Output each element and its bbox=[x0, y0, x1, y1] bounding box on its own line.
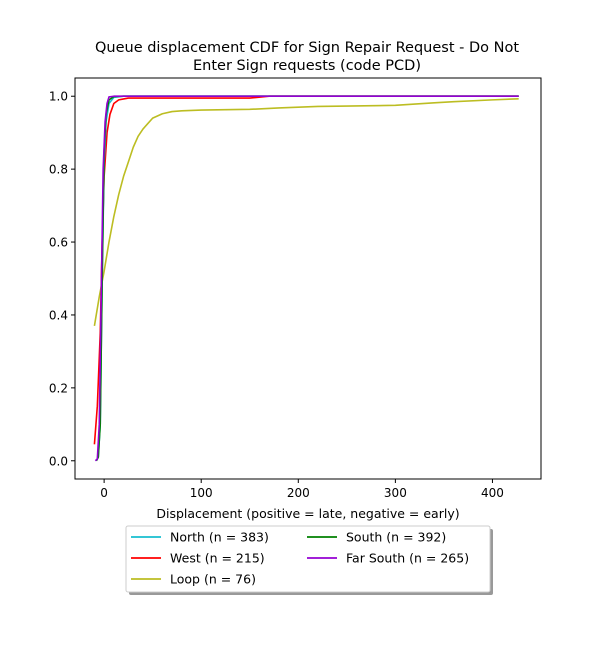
series-line-3 bbox=[93, 97, 519, 327]
chart-title: Queue displacement CDF for Sign Repair R… bbox=[95, 40, 519, 74]
x-tick-label-2: 200 bbox=[287, 486, 310, 500]
chart-title-line-2: Enter Sign requests (code PCD) bbox=[193, 58, 421, 74]
y-tick-label-3: 0.6 bbox=[49, 236, 68, 250]
y-tick-label-2: 0.4 bbox=[49, 308, 68, 322]
x-axis: 0 100 200 300 400 bbox=[100, 479, 504, 500]
series-line-1 bbox=[95, 95, 519, 462]
y-tick-label-0: 0.0 bbox=[49, 454, 68, 468]
y-tick-label-4: 0.8 bbox=[49, 163, 68, 177]
x-tick-label-1: 100 bbox=[190, 486, 213, 500]
legend-label-4: Far South (n = 265) bbox=[346, 551, 469, 566]
legend-label-2: West (n = 215) bbox=[170, 551, 265, 566]
series-line-4 bbox=[94, 95, 519, 462]
series-line-0 bbox=[95, 95, 519, 462]
legend-label-1: South (n = 392) bbox=[346, 530, 446, 545]
x-tick-label-3: 300 bbox=[384, 486, 407, 500]
plot-frame bbox=[74, 77, 542, 480]
x-tick-label-4: 400 bbox=[481, 486, 504, 500]
legend-label-0: North (n = 383) bbox=[170, 530, 269, 545]
series-layer bbox=[93, 95, 519, 462]
series-line-2 bbox=[93, 95, 519, 445]
legend-box bbox=[125, 525, 491, 593]
chart-title-line-1: Queue displacement CDF for Sign Repair R… bbox=[95, 40, 519, 56]
x-axis-label: Displacement (positive = late, negative … bbox=[156, 506, 459, 521]
legend-label-3: Loop (n = 76) bbox=[170, 572, 256, 587]
y-tick-label-5: 1.0 bbox=[49, 90, 68, 104]
y-axis: 0.0 0.2 0.4 0.6 0.8 1.0 bbox=[49, 90, 75, 468]
y-tick-label-1: 0.2 bbox=[49, 381, 68, 395]
legend: North (n = 383) West (n = 215) Loop (n = 7… bbox=[125, 525, 493, 595]
x-tick-label-0: 0 bbox=[100, 486, 108, 500]
